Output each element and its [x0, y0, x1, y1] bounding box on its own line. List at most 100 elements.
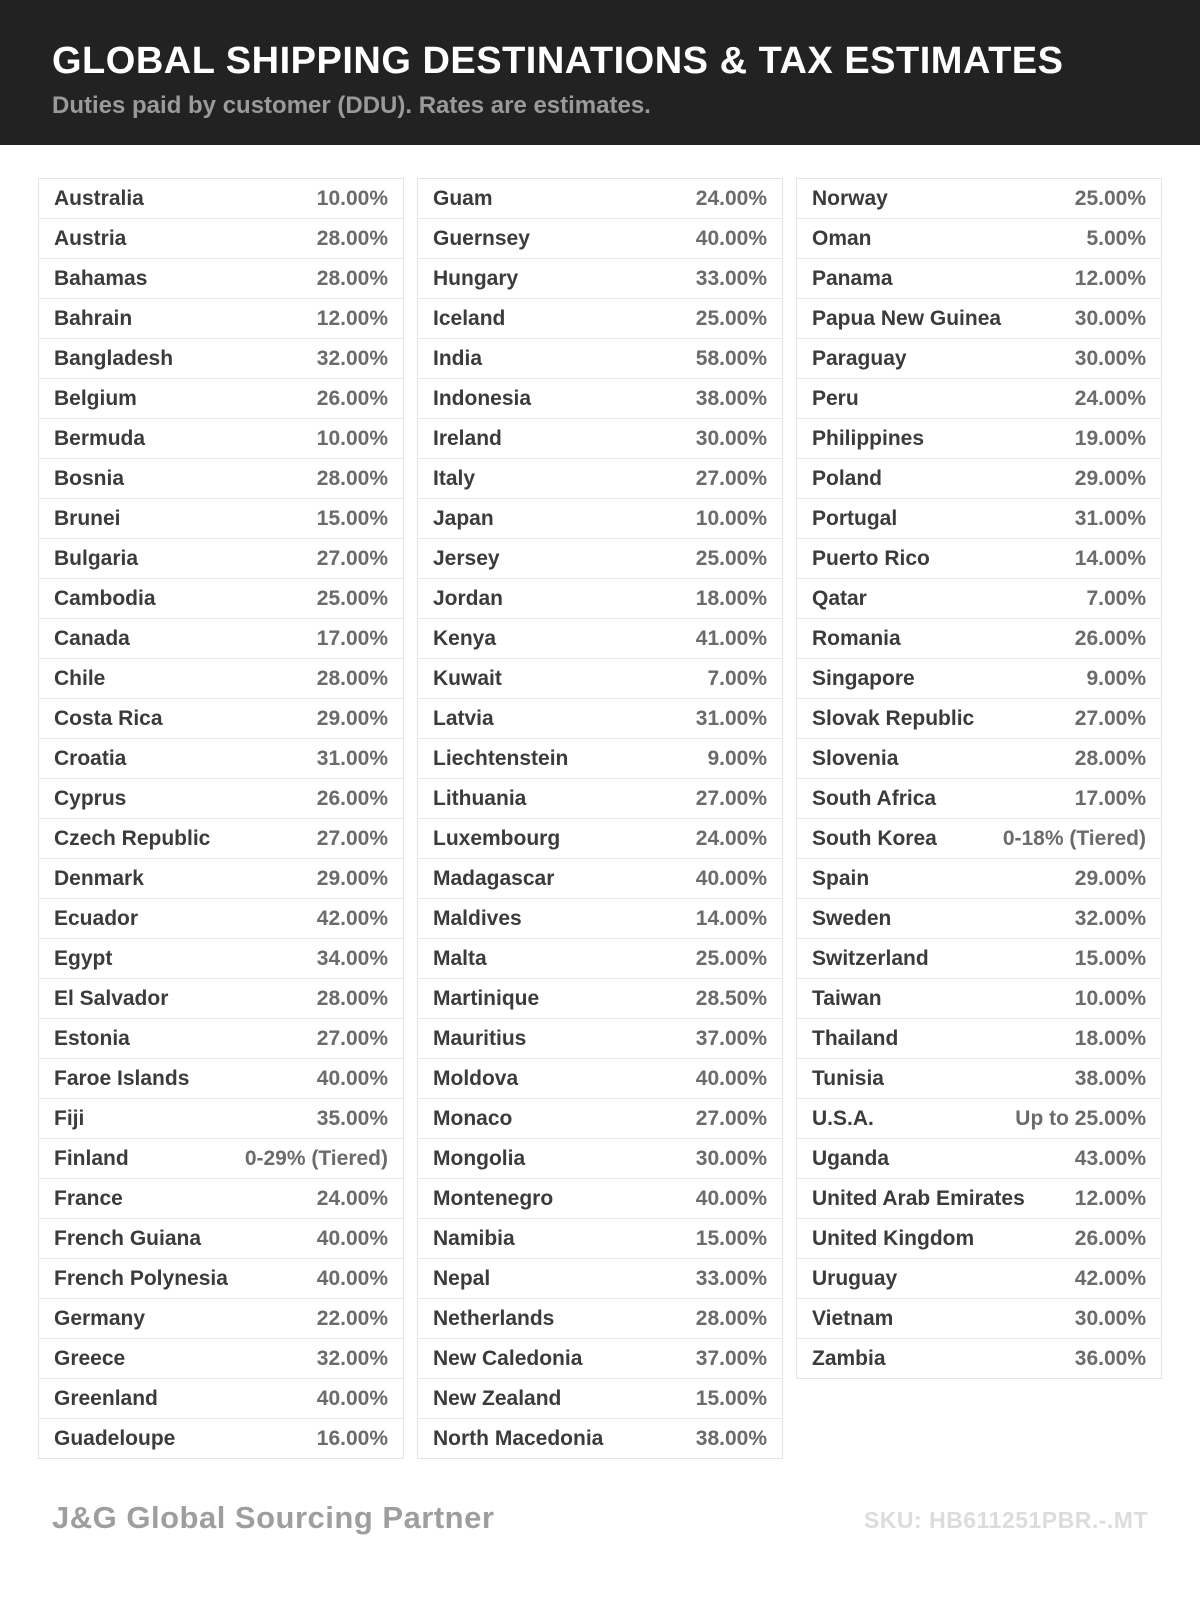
country-name: Namibia — [433, 1227, 515, 1250]
country-name: Netherlands — [433, 1307, 555, 1330]
table-row: Ecuador 42.00% — [39, 899, 403, 939]
tax-rate: 40.00% — [695, 227, 767, 250]
country-name: Martinique — [433, 987, 540, 1010]
table-row: Mongolia 30.00% — [418, 1139, 782, 1179]
tax-rate: 0-29% (Tiered) — [244, 1147, 388, 1170]
table-row: Croatia 31.00% — [39, 739, 403, 779]
country-name: Latvia — [433, 707, 494, 730]
table-row: Guernsey 40.00% — [418, 219, 782, 259]
country-name: Madagascar — [433, 867, 555, 890]
tax-rate: 0-18% (Tiered) — [1002, 827, 1146, 850]
table-row: Estonia 27.00% — [39, 1019, 403, 1059]
country-name: Peru — [812, 387, 859, 410]
country-name: Kuwait — [433, 667, 502, 690]
table-row: Monaco 27.00% — [418, 1099, 782, 1139]
table-row: Italy 27.00% — [418, 459, 782, 499]
tax-rate: 31.00% — [695, 707, 767, 730]
table-row: United Arab Emirates 12.00% — [797, 1179, 1161, 1219]
country-name: North Macedonia — [433, 1427, 604, 1450]
tax-rate: 7.00% — [707, 667, 767, 690]
brand-name: J&G Global Sourcing Partner — [52, 1500, 495, 1535]
tax-rate: 36.00% — [1074, 1347, 1146, 1370]
country-name: Germany — [54, 1307, 146, 1330]
tax-rate: 37.00% — [695, 1027, 767, 1050]
tax-rate: 15.00% — [1074, 947, 1146, 970]
tax-rate: 25.00% — [695, 307, 767, 330]
tax-rate: 42.00% — [1074, 1267, 1146, 1290]
tax-rate: 27.00% — [316, 1027, 388, 1050]
tax-rate: 14.00% — [1074, 547, 1146, 570]
table-row: Bulgaria 27.00% — [39, 539, 403, 579]
table-row: Hungary 33.00% — [418, 259, 782, 299]
table-row: Tunisia 38.00% — [797, 1059, 1161, 1099]
table-row: Slovak Republic 27.00% — [797, 699, 1161, 739]
tax-rate: 24.00% — [1074, 387, 1146, 410]
table-row: Papua New Guinea 30.00% — [797, 299, 1161, 339]
tax-rate: 9.00% — [707, 747, 767, 770]
tax-rate: 15.00% — [695, 1387, 767, 1410]
tax-rate: 26.00% — [316, 787, 388, 810]
country-name: Bangladesh — [54, 347, 174, 370]
country-name: Switzerland — [812, 947, 929, 970]
table-row: Switzerland 15.00% — [797, 939, 1161, 979]
country-name: Ecuador — [54, 907, 139, 930]
table-row: Bermuda 10.00% — [39, 419, 403, 459]
country-name: Mongolia — [433, 1147, 526, 1170]
tax-rate: 30.00% — [1074, 347, 1146, 370]
table-row: South Africa 17.00% — [797, 779, 1161, 819]
table-row: Thailand 18.00% — [797, 1019, 1161, 1059]
country-name: Kenya — [433, 627, 497, 650]
tax-rate: 28.00% — [316, 467, 388, 490]
tax-rate: 32.00% — [316, 347, 388, 370]
country-name: Thailand — [812, 1027, 899, 1050]
rates-column-2: Guam 24.00% Guernsey 40.00% Hungary 33.00% Ice… — [417, 178, 783, 1459]
country-name: Chile — [54, 667, 106, 690]
country-name: Vietnam — [812, 1307, 894, 1330]
country-name: Egypt — [54, 947, 113, 970]
table-row: Austria 28.00% — [39, 219, 403, 259]
table-row: French Polynesia 40.00% — [39, 1259, 403, 1299]
tax-rate: 14.00% — [695, 907, 767, 930]
table-row: Liechtenstein 9.00% — [418, 739, 782, 779]
sku-label: SKU: HB611251PBR.-.MT — [863, 1507, 1148, 1533]
table-row: Philippines 19.00% — [797, 419, 1161, 459]
country-name: Japan — [433, 507, 494, 530]
country-name: Canada — [54, 627, 130, 650]
table-row: Bosnia 28.00% — [39, 459, 403, 499]
country-name: United Arab Emirates — [812, 1187, 1025, 1210]
country-name: Papua New Guinea — [812, 307, 1002, 330]
country-name: Croatia — [54, 747, 127, 770]
country-name: France — [54, 1187, 123, 1210]
table-row: Belgium 26.00% — [39, 379, 403, 419]
table-row: Portugal 31.00% — [797, 499, 1161, 539]
table-row: Jersey 25.00% — [418, 539, 782, 579]
table-row: Taiwan 10.00% — [797, 979, 1161, 1019]
tax-rate: 24.00% — [316, 1187, 388, 1210]
tax-rate: 27.00% — [1074, 707, 1146, 730]
tax-rate: 12.00% — [1074, 1187, 1146, 1210]
tax-rate: 18.00% — [695, 587, 767, 610]
footer: J&G Global Sourcing Partner SKU: HB61125… — [0, 1500, 1200, 1536]
country-name: Slovak Republic — [812, 707, 975, 730]
tax-rate: 26.00% — [316, 387, 388, 410]
tax-rate: 33.00% — [695, 267, 767, 290]
country-name: Ireland — [433, 427, 502, 450]
table-row: Uganda 43.00% — [797, 1139, 1161, 1179]
tax-rate: 35.00% — [316, 1107, 388, 1130]
country-name: Singapore — [812, 667, 915, 690]
country-name: Nepal — [433, 1267, 491, 1290]
tax-rate: 28.00% — [695, 1307, 767, 1330]
country-name: Luxembourg — [433, 827, 561, 850]
country-name: Philippines — [812, 427, 925, 450]
tax-rate: 10.00% — [316, 187, 388, 210]
page-subtitle: Duties paid by customer (DDU). Rates are… — [52, 92, 651, 119]
tax-rate: 22.00% — [316, 1307, 388, 1330]
table-row: Bahrain 12.00% — [39, 299, 403, 339]
country-name: Fiji — [54, 1107, 85, 1130]
table-row: Mauritius 37.00% — [418, 1019, 782, 1059]
country-name: New Caledonia — [433, 1347, 583, 1370]
tax-rate: 25.00% — [695, 947, 767, 970]
table-row: Canada 17.00% — [39, 619, 403, 659]
country-name: United Kingdom — [812, 1227, 975, 1250]
tax-rate: 26.00% — [1074, 627, 1146, 650]
